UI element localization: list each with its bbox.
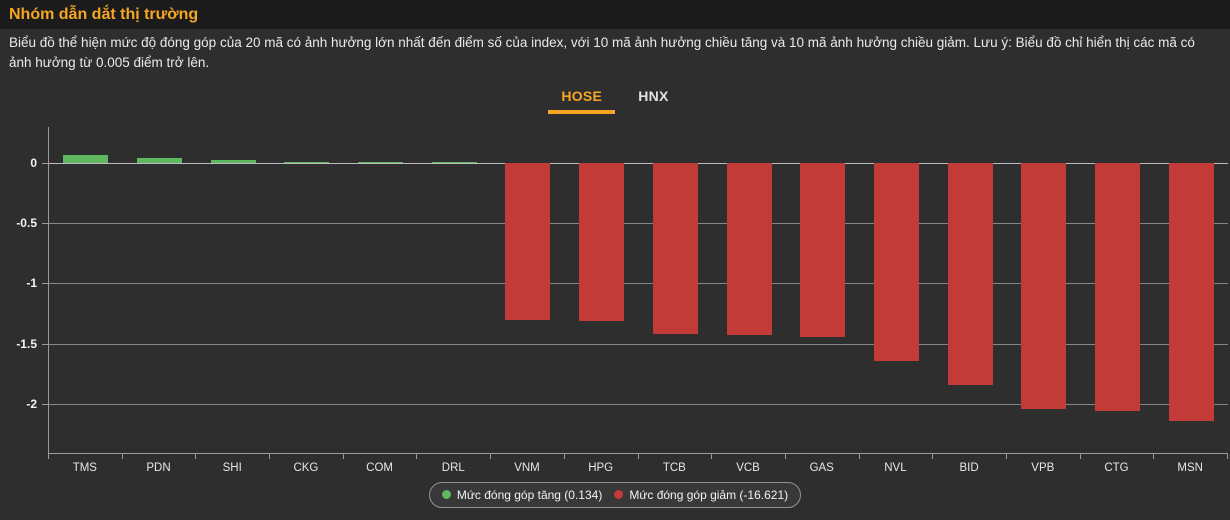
x-axis-tick bbox=[1227, 453, 1228, 459]
bar-MSN[interactable] bbox=[1168, 162, 1214, 422]
x-axis-label-CKG: CKG bbox=[293, 461, 319, 474]
bar-BID[interactable] bbox=[947, 162, 993, 385]
x-axis-label-COM: COM bbox=[366, 461, 394, 474]
exchange-tabs: HOSE HNX bbox=[0, 83, 1230, 114]
x-axis-tick bbox=[195, 453, 197, 459]
x-axis-tick bbox=[342, 453, 344, 459]
legend-item-down[interactable]: Mức đóng góp giảm (-16.621) bbox=[614, 488, 788, 502]
x-axis-label-NVL: NVL bbox=[884, 461, 907, 474]
y-axis: 0 -0.5 -1 -1.5 -2 bbox=[0, 127, 48, 454]
bar-VNM[interactable] bbox=[505, 162, 551, 320]
gridline bbox=[49, 404, 1228, 406]
bar-GAS[interactable] bbox=[800, 162, 846, 337]
x-axis-tick bbox=[490, 453, 492, 459]
bar-TMS[interactable] bbox=[63, 155, 109, 163]
bar-VPB[interactable] bbox=[1021, 162, 1067, 410]
down-series-dot-icon bbox=[614, 490, 624, 499]
bar-TCB[interactable] bbox=[652, 162, 698, 335]
x-axis-tick bbox=[711, 453, 713, 459]
x-axis-label-VNM: VNM bbox=[514, 461, 540, 474]
x-axis-tick bbox=[1153, 453, 1155, 459]
gridline bbox=[49, 283, 1228, 285]
x-axis-label-VCB: VCB bbox=[736, 461, 760, 474]
bar-CKG[interactable] bbox=[284, 161, 330, 163]
y-axis-label: -1 bbox=[26, 276, 37, 291]
bar-DRL[interactable] bbox=[431, 161, 477, 163]
x-axis-tick bbox=[637, 453, 639, 459]
x-axis-tick bbox=[563, 453, 565, 459]
plot-area bbox=[48, 126, 1228, 454]
bar-COM[interactable] bbox=[358, 161, 404, 163]
x-axis-label-TCB: TCB bbox=[662, 461, 686, 474]
y-axis-label: 0 bbox=[30, 155, 37, 170]
x-axis-label-DRL: DRL bbox=[441, 461, 465, 474]
x-axis-label-SHI: SHI bbox=[222, 461, 242, 474]
x-axis-tick bbox=[416, 453, 418, 459]
x-axis: TMS PDN SHI CKG COM DRL VNM HPG TCB VCB GAS NVL BID V… bbox=[48, 453, 1228, 475]
x-axis-label-CTG: CTG bbox=[1104, 461, 1129, 474]
y-axis-tick bbox=[42, 343, 48, 345]
panel-header: Nhóm dẫn dắt thị trường bbox=[0, 0, 1230, 29]
legend-label-up: Mức đóng góp tăng (0.134) bbox=[456, 487, 603, 502]
x-axis-tick bbox=[48, 453, 49, 459]
bar-CTG[interactable] bbox=[1094, 162, 1140, 412]
y-axis-tick bbox=[42, 283, 48, 285]
x-axis-label-VPB: VPB bbox=[1031, 461, 1055, 474]
y-axis-label: -2 bbox=[26, 397, 37, 412]
bar-PDN[interactable] bbox=[137, 157, 183, 163]
tab-hose[interactable]: HOSE bbox=[548, 83, 616, 114]
y-axis-label: -0.5 bbox=[16, 216, 37, 231]
legend-row: Mức đóng góp tăng (0.134) Mức đóng góp g… bbox=[0, 481, 1230, 508]
x-axis-tick bbox=[784, 453, 786, 459]
chart-legend: Mức đóng góp tăng (0.134) Mức đóng góp g… bbox=[428, 481, 802, 508]
x-axis-label-TMS: TMS bbox=[72, 461, 97, 474]
x-axis-tick bbox=[1005, 453, 1007, 459]
x-axis-tick bbox=[269, 453, 271, 459]
y-axis-tick bbox=[42, 223, 48, 225]
bar-VCB[interactable] bbox=[726, 162, 772, 336]
x-axis-tick bbox=[932, 453, 934, 459]
gridline bbox=[49, 162, 1228, 164]
panel-description: Biểu đồ thể hiện mức độ đóng góp của 20 … bbox=[9, 35, 1195, 71]
x-axis-tick bbox=[1079, 453, 1081, 459]
bar-SHI[interactable] bbox=[210, 160, 256, 163]
x-axis-label-HPG: HPG bbox=[588, 461, 614, 474]
x-axis-label-MSN: MSN bbox=[1177, 461, 1203, 474]
panel-title: Nhóm dẫn dắt thị trường bbox=[9, 6, 199, 23]
legend-label-down: Mức đóng góp giảm (-16.621) bbox=[629, 487, 789, 502]
x-axis-label-PDN: PDN bbox=[146, 461, 171, 474]
y-axis-label: -1.5 bbox=[16, 336, 37, 351]
gridline bbox=[49, 223, 1228, 225]
y-axis-tick bbox=[42, 404, 48, 406]
x-axis-tick bbox=[121, 453, 123, 459]
gridline bbox=[49, 343, 1228, 345]
tab-hnx[interactable]: HNX bbox=[638, 87, 669, 104]
x-axis-label-GAS: GAS bbox=[809, 461, 834, 474]
x-axis-label-BID: BID bbox=[959, 461, 979, 474]
bar-NVL[interactable] bbox=[873, 162, 919, 361]
contribution-chart: 0 -0.5 -1 -1.5 -2 TMS PDN SHI CKG COM DRL VNM HPG TC… bbox=[0, 126, 1230, 475]
x-axis-tick bbox=[858, 453, 860, 459]
up-series-dot-icon bbox=[441, 490, 451, 499]
bar-HPG[interactable] bbox=[579, 162, 625, 321]
y-axis-tick bbox=[42, 162, 48, 164]
legend-item-up[interactable]: Mức đóng góp tăng (0.134) bbox=[441, 487, 603, 502]
